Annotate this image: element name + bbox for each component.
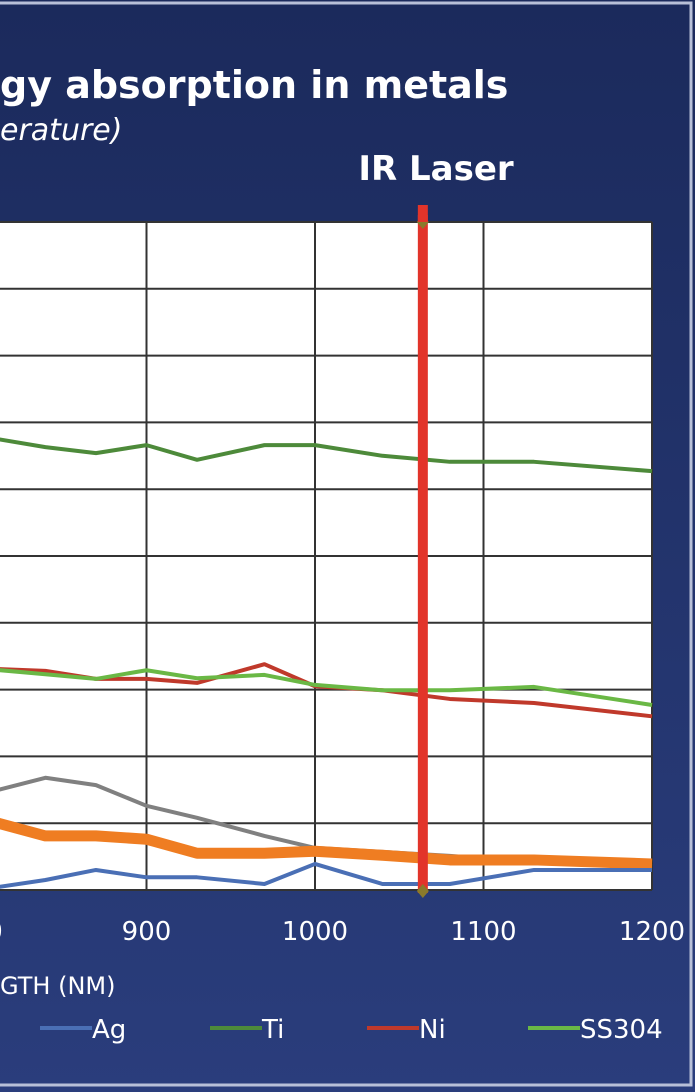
annotation: Ti <box>258 457 286 495</box>
series-line <box>0 437 653 474</box>
marker-label: IR Laser <box>358 149 514 189</box>
x-tick-label: 1100 <box>450 917 516 947</box>
x-tick-label: 1200 <box>619 917 685 947</box>
legend-label: Ni <box>419 1015 446 1045</box>
chart-title: gy absorption in metals <box>0 63 508 107</box>
legend-label: Ag <box>92 1015 126 1045</box>
legend: Ag Ti Ni SS304 <box>40 1015 663 1045</box>
x-tick-label: 900 <box>122 917 172 947</box>
series-layer <box>0 215 653 893</box>
x-axis-title: GTH (NM) <box>0 972 115 1000</box>
annotation: SS <box>252 694 293 732</box>
series-line <box>0 818 653 870</box>
chart-subtitle: erature) <box>0 113 122 148</box>
series-line <box>0 861 652 889</box>
axes: 800 900 1000 1100 1200 <box>0 917 685 947</box>
grid <box>0 221 653 891</box>
legend-label: Ti <box>261 1015 284 1045</box>
legend-label: SS304 <box>580 1015 663 1045</box>
series-line <box>0 668 653 707</box>
marker-cap <box>416 884 429 898</box>
x-tick-label: 1000 <box>282 917 348 947</box>
x-tick-label: 800 <box>0 917 3 947</box>
